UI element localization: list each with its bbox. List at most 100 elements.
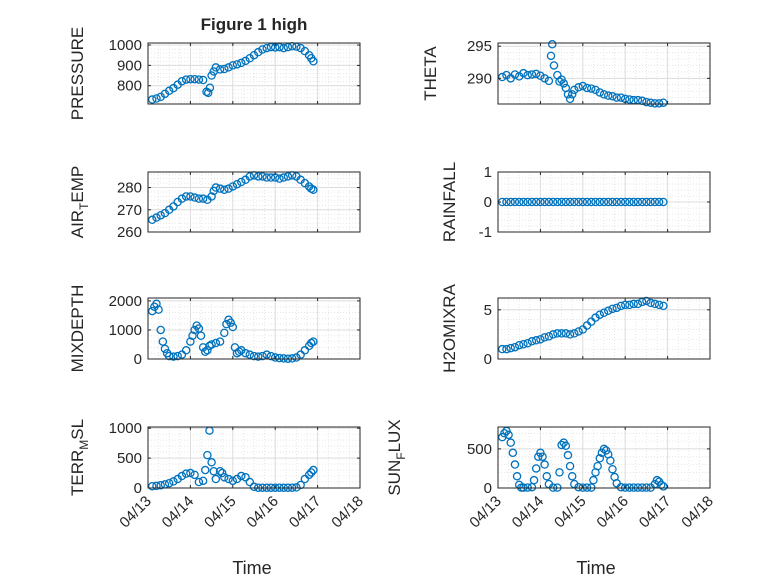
- data-point: [523, 197, 532, 207]
- data-point: [220, 185, 229, 195]
- data-point: [506, 197, 515, 207]
- data-point: [275, 353, 284, 363]
- data-point: [309, 337, 318, 346]
- data-point: [296, 480, 305, 490]
- data-point: [616, 93, 626, 102]
- data-point: [207, 192, 216, 201]
- data-point: [519, 68, 528, 78]
- data-point: [510, 460, 520, 469]
- data-point: [196, 331, 206, 341]
- data-point: [527, 337, 537, 346]
- data-point: [237, 177, 246, 187]
- series-points: [497, 197, 668, 207]
- data-point: [164, 351, 174, 361]
- data-point: [169, 352, 178, 361]
- data-point: [548, 330, 558, 339]
- ylabel-rainfall: RAINFALL: [440, 162, 459, 242]
- data-point: [207, 340, 216, 349]
- data-point: [603, 91, 613, 100]
- data-point: [650, 99, 660, 108]
- data-point: [540, 333, 549, 342]
- data-point: [309, 465, 318, 475]
- y-tick-label: 0: [484, 194, 492, 211]
- y-tick-label: 1000: [109, 37, 142, 54]
- data-point: [652, 475, 662, 485]
- data-point: [154, 305, 163, 314]
- data-point: [169, 202, 178, 211]
- data-point: [200, 347, 210, 356]
- data-point: [226, 318, 235, 327]
- data-point: [542, 472, 552, 481]
- data-point: [508, 448, 518, 458]
- axes-box: [497, 426, 711, 489]
- data-point: [544, 76, 554, 86]
- data-point: [258, 45, 267, 54]
- data-point: [557, 440, 566, 450]
- data-point: [519, 339, 528, 349]
- data-point: [531, 336, 541, 345]
- data-point: [603, 306, 613, 316]
- data-point: [612, 93, 621, 102]
- data-point: [646, 98, 655, 107]
- data-point: [616, 482, 626, 492]
- data-point: [546, 51, 556, 61]
- y-tick-label: 270: [117, 202, 142, 219]
- data-point: [245, 350, 255, 359]
- data-point: [217, 468, 227, 478]
- data-point: [249, 482, 259, 492]
- y-tick-label: 260: [117, 224, 142, 241]
- data-point: [147, 481, 157, 491]
- data-point: [582, 197, 592, 207]
- data-point: [228, 322, 238, 332]
- data-point: [306, 468, 316, 477]
- data-point: [540, 74, 549, 83]
- grid-lines: [147, 298, 361, 360]
- y-tick-label: 2000: [109, 293, 142, 310]
- data-point: [659, 301, 668, 311]
- data-point: [194, 477, 204, 487]
- data-point: [578, 81, 588, 91]
- data-point: [203, 450, 212, 460]
- data-point: [304, 470, 314, 480]
- data-point: [650, 299, 660, 309]
- data-point: [203, 346, 212, 355]
- data-point: [563, 90, 573, 99]
- ylabel-air-temp: AIRTEMP: [68, 166, 91, 239]
- data-point: [296, 350, 305, 359]
- y-tick-label: 0: [484, 351, 492, 368]
- data-point: [283, 172, 293, 181]
- axes-box: [147, 297, 361, 360]
- data-point: [531, 69, 541, 79]
- y-tick-label: 800: [117, 78, 142, 95]
- data-point: [164, 86, 174, 96]
- data-point: [589, 475, 598, 485]
- data-point: [232, 348, 242, 358]
- data-point: [292, 353, 301, 362]
- data-point: [625, 95, 634, 104]
- data-point: [194, 75, 204, 84]
- data-point: [203, 88, 213, 98]
- data-point: [591, 197, 600, 207]
- data-point: [654, 197, 664, 207]
- axes-box: [497, 297, 711, 360]
- data-point: [595, 88, 605, 97]
- data-point: [147, 215, 157, 225]
- data-point: [563, 450, 573, 460]
- data-point: [292, 483, 301, 492]
- data-point: [258, 351, 267, 361]
- data-point: [570, 85, 579, 95]
- data-point: [536, 335, 545, 344]
- data-point: [262, 43, 271, 53]
- data-point: [506, 438, 515, 447]
- y-tick-label: 0: [134, 351, 142, 368]
- data-point: [186, 74, 195, 84]
- data-point: [574, 83, 583, 92]
- data-point: [599, 308, 609, 318]
- y-tick-label: 5: [484, 302, 492, 319]
- data-point: [152, 94, 161, 103]
- data-point: [500, 429, 509, 438]
- data-point: [574, 197, 583, 207]
- data-point: [258, 172, 267, 181]
- data-point: [561, 197, 571, 207]
- data-point: [198, 194, 208, 203]
